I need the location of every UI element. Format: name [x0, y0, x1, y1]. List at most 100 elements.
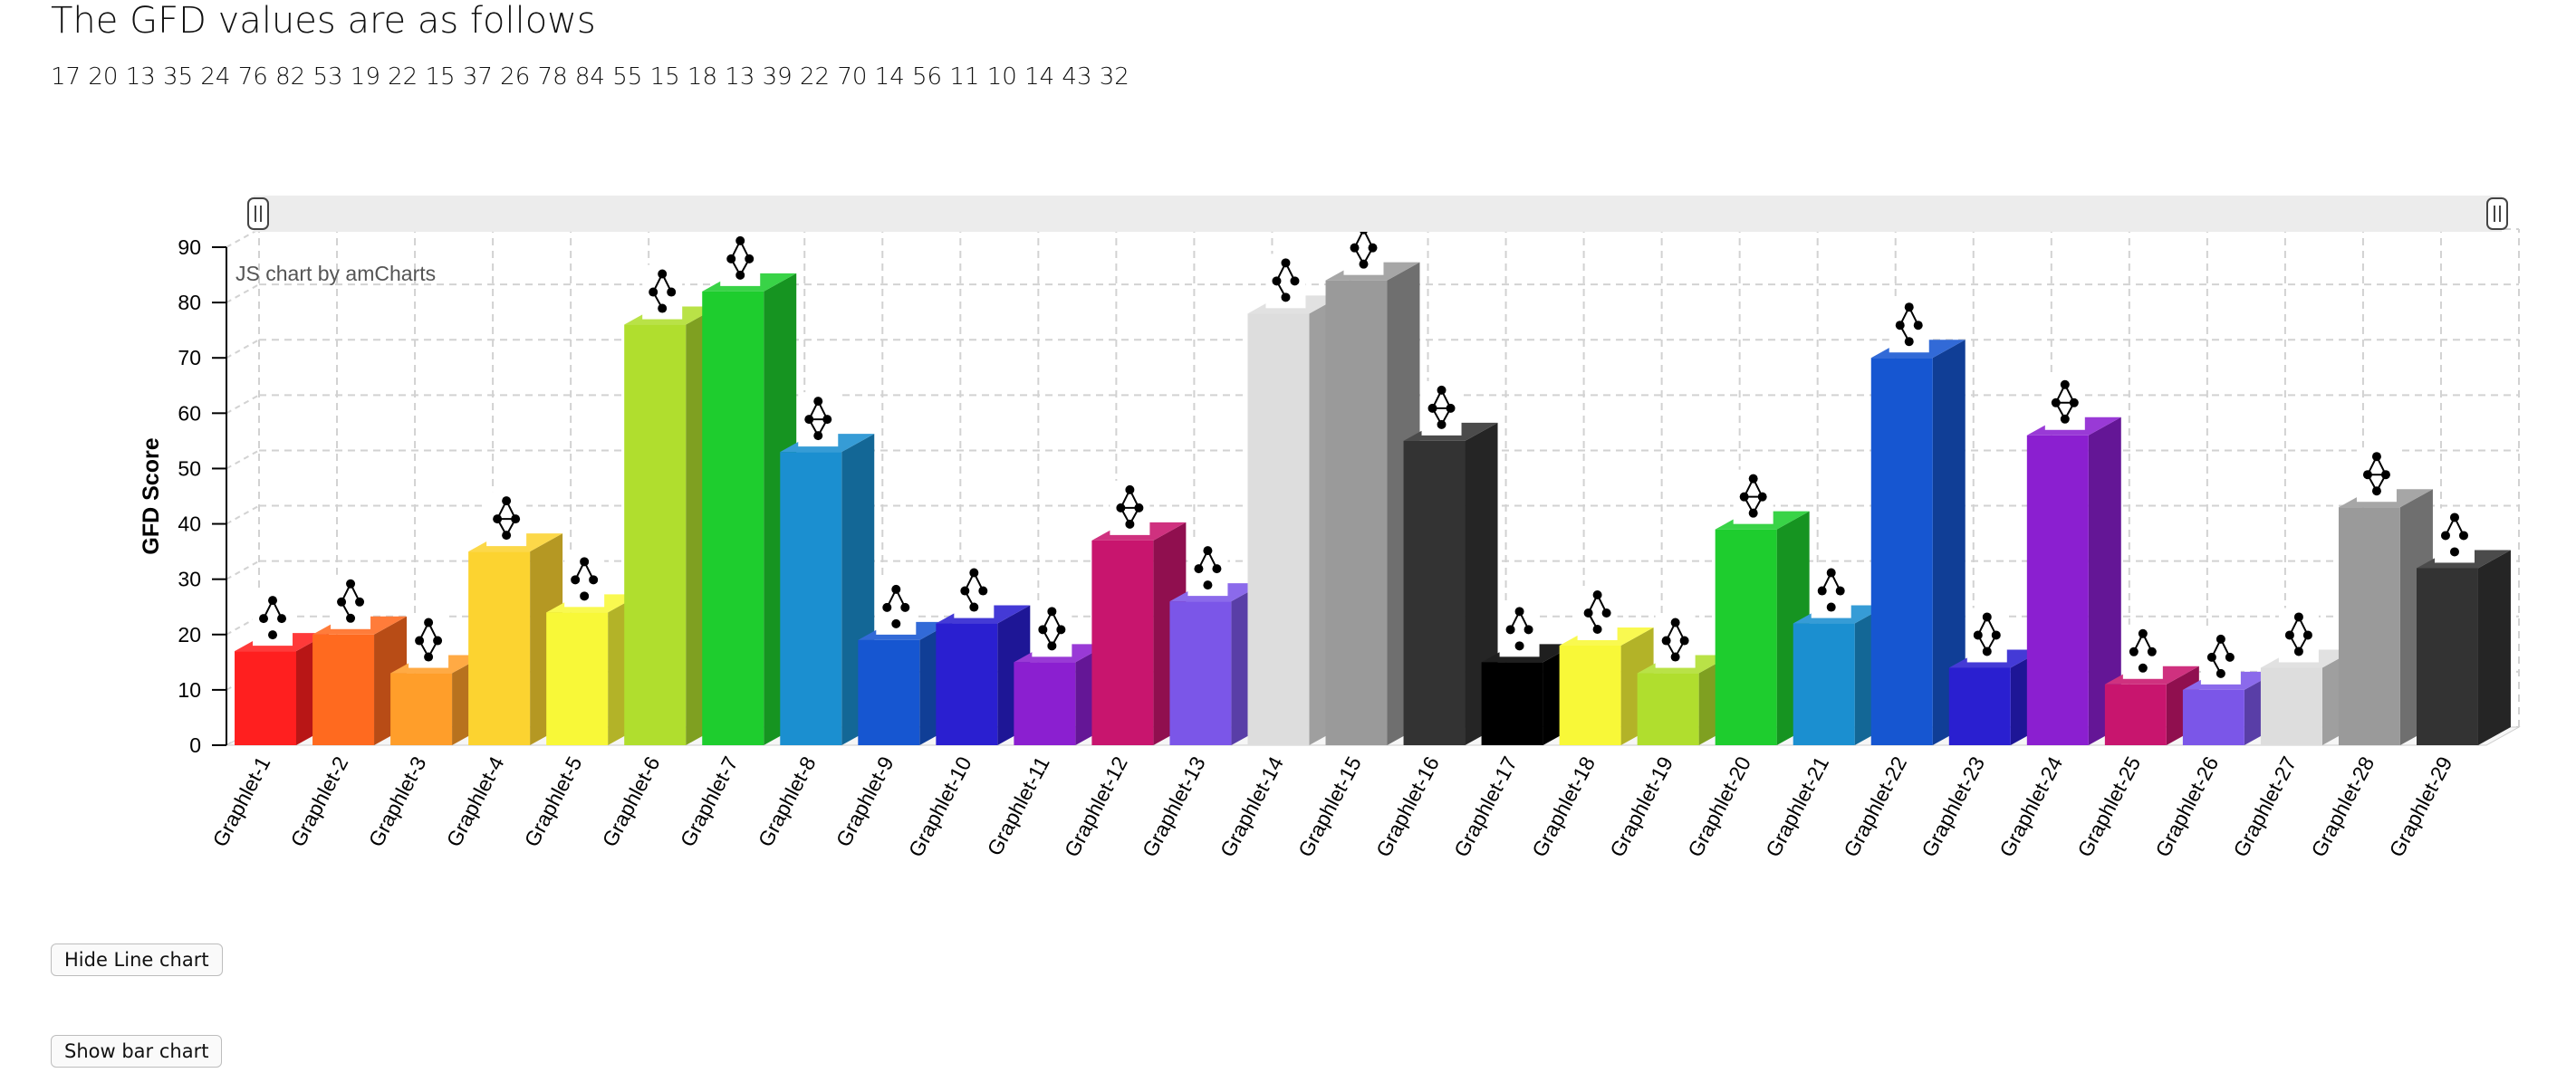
graphlet-node	[658, 269, 668, 279]
bar-graphlet-29[interactable]	[2416, 550, 2511, 745]
graphlet-node	[2293, 647, 2303, 656]
bar-front-face	[1481, 662, 1543, 745]
graphlet-node	[1835, 586, 1845, 596]
graphlet-icon	[2278, 608, 2319, 663]
bar-front-face	[2338, 507, 2400, 745]
graphlet-icon	[1032, 602, 1072, 657]
graphlet-node	[735, 270, 745, 280]
graphlet-icon	[564, 552, 605, 608]
graphlet-node	[433, 636, 443, 646]
graphlet-node	[1748, 474, 1758, 484]
bar-front-face	[1325, 280, 1388, 746]
graphlet-node	[2302, 630, 2312, 640]
graphlet-icon	[1655, 613, 1696, 668]
graphlet-node	[2293, 612, 2303, 622]
bar-front-face	[468, 551, 531, 745]
graphlet-node	[571, 575, 581, 585]
scrollbar-track[interactable]	[254, 196, 2502, 232]
gfd-values-text: 17 20 13 35 24 76 82 53 19 22 15 37 26 7…	[51, 63, 1129, 91]
graphlet-node	[2138, 628, 2148, 638]
graphlet-icon	[1733, 469, 1773, 524]
graphlet-node	[1505, 625, 1515, 635]
x-category-label: Graphlet-7	[676, 752, 743, 850]
bar-graphlet-4[interactable]	[468, 533, 563, 745]
graphlet-icon	[409, 613, 449, 668]
x-category-label: Graphlet-14	[1216, 752, 1288, 861]
graphlet-node	[2147, 647, 2157, 656]
bar-front-face	[312, 634, 375, 745]
graphlet-node	[424, 652, 434, 662]
x-category-label: Graphlet-22	[1839, 752, 1911, 860]
graphlet-node	[1203, 580, 1213, 590]
scrollbar-grip[interactable]	[2486, 197, 2508, 230]
graphlet-node	[580, 591, 590, 601]
bar-side-face	[1932, 340, 1966, 745]
graphlet-icon	[1966, 608, 2007, 663]
x-category-label: Graphlet-28	[2306, 752, 2379, 860]
scrollbar-grip-box[interactable]	[247, 197, 269, 230]
graphlet-node	[1913, 321, 1923, 330]
graphlet-node	[355, 597, 365, 607]
graphlet-node	[1514, 641, 1524, 651]
bar-front-face	[1559, 646, 1621, 745]
graphlet-node	[2069, 398, 2079, 407]
graphlet-node	[658, 303, 668, 313]
bar-graphlet-24[interactable]	[2026, 417, 2121, 745]
x-category-label: Graphlet-12	[1060, 752, 1132, 860]
graphlet-node	[2440, 531, 2450, 541]
graphlet-icon	[253, 591, 293, 647]
graphlet-icon	[1889, 298, 1929, 353]
show-bar-chart-button[interactable]: Show bar chart	[51, 1035, 223, 1068]
x-category-label: Graphlet-17	[1449, 752, 1522, 860]
graphlet-node	[2060, 379, 2070, 389]
y-tick-label: 20	[178, 623, 201, 647]
graphlet-icon	[486, 492, 527, 547]
graphlet-node	[1368, 243, 1378, 253]
bar-front-face	[1948, 667, 2011, 745]
x-category-label: Graphlet-15	[1293, 752, 1366, 860]
graphlet-node	[649, 287, 658, 297]
x-category-label: Graphlet-19	[1605, 752, 1677, 860]
graphlet-icon	[1187, 541, 1228, 597]
graphlet-node	[2284, 630, 2294, 640]
chart-watermark[interactable]: JS chart by amCharts	[235, 262, 436, 285]
graphlet-node	[1446, 403, 1456, 413]
graphlet-node	[511, 514, 521, 524]
graphlet-node	[2138, 663, 2148, 673]
x-category-label: Graphlet-5	[520, 752, 587, 850]
scrollbar-grip[interactable]	[247, 197, 269, 230]
bar-front-face	[390, 673, 453, 745]
graphlet-node	[1437, 419, 1447, 429]
graphlet-node	[667, 287, 677, 297]
bar-front-face	[2026, 435, 2089, 745]
bar-front-face	[1169, 601, 1232, 745]
graphlet-node	[277, 614, 287, 624]
graphlet-node	[969, 602, 979, 612]
x-category-label: Graphlet-29	[2384, 752, 2456, 860]
bar-front-face	[2104, 684, 2167, 745]
graphlet-node	[822, 415, 832, 425]
graphlet-node	[1904, 337, 1914, 347]
graphlet-node	[1056, 625, 1066, 635]
chart-scrollbar[interactable]	[247, 196, 2508, 232]
graphlet-node	[493, 514, 503, 524]
graphlet-node	[502, 496, 512, 506]
graphlet-node	[1739, 492, 1749, 502]
bar-graphlet-22[interactable]	[1870, 340, 1966, 745]
graphlet-node	[415, 636, 425, 646]
graphlet-node	[268, 630, 278, 640]
bar-front-face	[1091, 540, 1154, 745]
graphlet-icon	[1811, 563, 1851, 618]
scrollbar-grip-box[interactable]	[2486, 197, 2508, 230]
bar-front-face	[936, 623, 998, 745]
y-tick-label: 90	[178, 235, 201, 259]
bar-graphlet-12[interactable]	[1091, 522, 1187, 745]
graphlet-node	[1895, 321, 1905, 330]
graphlet-node	[1116, 503, 1126, 512]
graphlet-node	[735, 235, 745, 245]
hide-line-chart-button[interactable]: Hide Line chart	[51, 944, 223, 976]
graphlet-node	[2060, 414, 2070, 424]
graphlet-node	[1748, 508, 1758, 518]
grid-line-side	[226, 504, 260, 525]
x-category-label: Graphlet-24	[1994, 752, 2067, 861]
